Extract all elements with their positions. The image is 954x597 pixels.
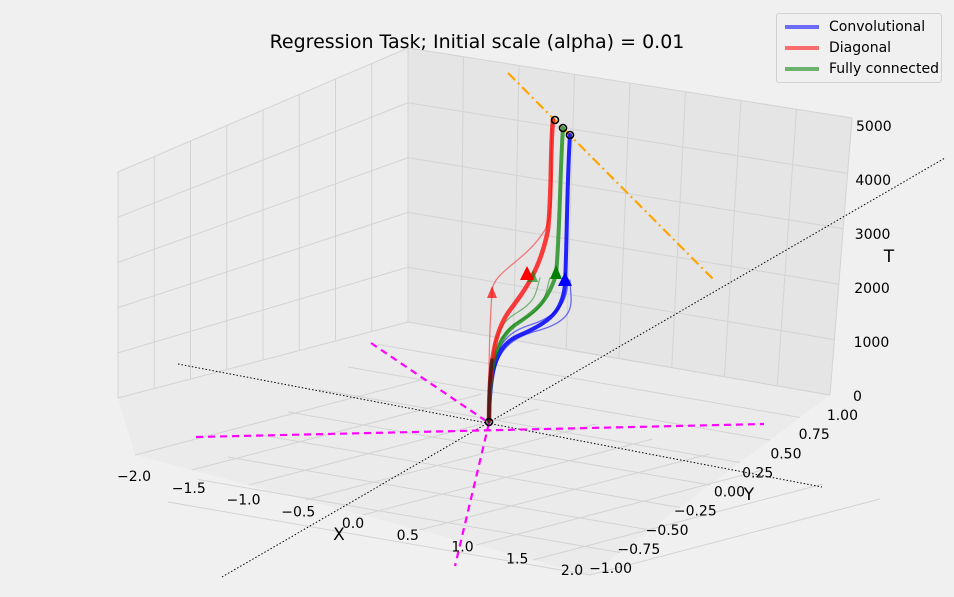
- y-tick-label: 0.00: [714, 485, 745, 501]
- x-tick-label: 2.0: [561, 563, 583, 579]
- grid-z-5: [117, 47, 853, 173]
- floor-grid-y-3: [257, 434, 681, 508]
- legend-swatch-fully-connected: [785, 67, 819, 71]
- grid-y-8: [829, 117, 853, 396]
- grid-lines: [117, 47, 881, 576]
- floor-grid-y-5: [317, 389, 741, 463]
- z-tick-label: 1000: [854, 335, 890, 351]
- y-tick-label: 1.00: [827, 408, 858, 424]
- fc-endpoint: [558, 123, 568, 133]
- fc-main: [487, 126, 565, 422]
- diag-arrow: [520, 266, 534, 280]
- grid-y-6: [724, 100, 742, 377]
- arrow-markers: [487, 265, 572, 298]
- y-tick-label: −0.50: [646, 523, 689, 539]
- magenta-line-1: [195, 422, 765, 439]
- grid-y-7: [776, 109, 797, 386]
- x-tick-label: −0.5: [281, 504, 315, 520]
- z-tick-label: 4000: [855, 173, 891, 189]
- z-axis-label: T: [883, 247, 895, 267]
- grid-z-1: [117, 266, 835, 354]
- grid-y-2: [513, 65, 520, 341]
- legend-item-fully-connected: Fully connected: [785, 59, 939, 79]
- legend-label-diagonal: Diagonal: [829, 40, 892, 56]
- z-tick-label: 5000: [856, 119, 892, 135]
- ref-line-2: [177, 363, 823, 488]
- floor-grid-x-1: [191, 393, 483, 471]
- legend-item-convolutional: Convolutional: [785, 17, 925, 37]
- legend-label-convolutional: Convolutional: [829, 19, 926, 35]
- chart-title: Regression Task; Initial scale (alpha) =…: [270, 31, 685, 53]
- z-tick-label: 0: [853, 389, 862, 405]
- y-tick-label: −0.75: [617, 542, 660, 558]
- floor-grid-x-3: [305, 423, 596, 501]
- x-tick-label: 0.0: [342, 516, 364, 532]
- back-pane-yt: [408, 48, 852, 395]
- fc-arrow: [550, 265, 562, 279]
- floor-grid-y-1: [197, 479, 621, 553]
- x-tick-label: −1.0: [227, 493, 261, 509]
- orange-line: [507, 72, 715, 281]
- x-tick-label: 1.5: [506, 551, 528, 567]
- ref-line-1: [221, 157, 946, 578]
- start-point: [484, 417, 494, 427]
- floor-grid-x-4: [362, 438, 653, 516]
- legend-swatch-convolutional: [785, 25, 819, 29]
- grid-y-3: [565, 74, 575, 350]
- floor-grid-y-4: [287, 411, 711, 486]
- floor-grid-x-7: [532, 483, 824, 561]
- grid-y-1: [460, 56, 464, 332]
- diag-arrow-2: [487, 286, 497, 298]
- floor-grid-x-8: [589, 498, 881, 576]
- conv-endpoint: [565, 130, 575, 140]
- x-tick-label: 1.0: [451, 540, 473, 556]
- diag-endpoint: [550, 115, 560, 125]
- grid-y-5: [671, 91, 686, 368]
- y-tick-label: 0.75: [799, 427, 830, 443]
- legend-item-diagonal: Diagonal: [785, 38, 891, 58]
- x-axis-label: X: [333, 525, 345, 545]
- y-tick-label: −1.00: [589, 561, 632, 577]
- y-axis-label: Y: [743, 485, 755, 505]
- x-tick-labels: −2.0 −1.5 −1.0 −0.5 0.0 0.5 1.0 1.5 2.0: [117, 469, 583, 579]
- z-tick-label: 3000: [855, 227, 891, 243]
- magenta-lines: [195, 342, 765, 567]
- y-tick-label: 0.50: [770, 446, 801, 462]
- endpoint-circles: [484, 115, 575, 427]
- grid-z-3: [117, 157, 844, 263]
- floor-grid-y-7: [377, 344, 801, 418]
- grid-z-0: [117, 321, 831, 399]
- z-tick-labels: 0 1000 2000 3000 4000 5000: [853, 119, 892, 405]
- x-tick-label: −1.5: [172, 481, 206, 497]
- grid-y-4: [618, 82, 631, 359]
- legend-label-fully-connected: Fully connected: [829, 61, 939, 77]
- x-tick-label: 0.5: [397, 528, 419, 544]
- conv-arrow: [558, 272, 572, 286]
- legend: Convolutional Diagonal Fully connected: [776, 13, 942, 83]
- x-tick-label: −2.0: [117, 469, 151, 485]
- floor-grid-x-0: [134, 378, 426, 456]
- y-tick-labels: −1.00 −0.75 −0.50 −0.25 0.00 0.25 0.50 0.75 1.00: [589, 408, 858, 577]
- magenta-line-3: [453, 422, 491, 567]
- floor-grid-x-6: [476, 468, 767, 546]
- floor-pane: [118, 322, 830, 575]
- floor-grid-y-0: [167, 501, 591, 576]
- y-tick-label: −0.25: [674, 504, 717, 520]
- legend-swatch-diagonal: [785, 46, 819, 50]
- grid-z-4: [117, 102, 848, 218]
- floor-grid-y-6: [347, 366, 771, 441]
- floor-grid-x-5: [419, 453, 710, 531]
- y-tick-label: 0.25: [742, 465, 773, 481]
- trajectory-base: [487, 358, 494, 424]
- z-tick-label: 2000: [854, 281, 890, 297]
- floor-grid-y-2: [227, 456, 651, 531]
